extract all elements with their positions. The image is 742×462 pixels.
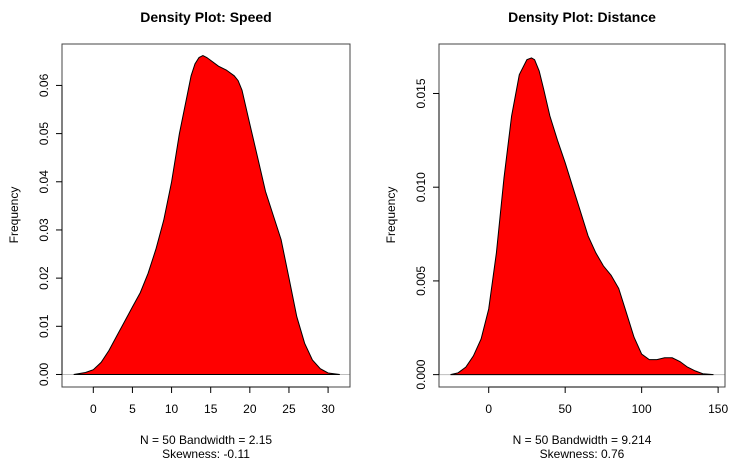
y-tick-label: 0.00 (37, 362, 51, 386)
y-axis-label: Frequency (7, 187, 21, 244)
subtitle-stats: N = 50 Bandwidth = 9.214 (513, 433, 652, 447)
x-tick-label: 20 (243, 402, 257, 416)
x-tick-label: 10 (165, 402, 179, 416)
x-tick-label: 50 (558, 402, 572, 416)
subtitle-stats: N = 50 Bandwidth = 2.15 (140, 433, 272, 447)
y-tick-label: 0.04 (37, 170, 51, 194)
y-tick-label: 0.06 (37, 73, 51, 97)
x-tick-label: 30 (321, 402, 335, 416)
x-tick-label: 0 (90, 402, 97, 416)
y-axis: 0.00 0.01 0.02 0.03 0.04 0.05 0.06 (37, 73, 63, 386)
y-tick-label: 0.01 (37, 314, 51, 338)
density-area (73, 55, 340, 375)
y-axis: 0.000 0.005 0.010 0.015 (414, 78, 440, 390)
subtitle-skewness: Skewness: 0.76 (540, 447, 625, 461)
x-tick-label: 15 (204, 402, 218, 416)
x-tick-label: 0 (485, 402, 492, 416)
x-tick-label: 150 (708, 402, 728, 416)
y-axis-label: Frequency (384, 187, 398, 244)
chart-title: Density Plot: Distance (508, 9, 656, 25)
x-tick-label: 5 (129, 402, 136, 416)
y-tick-label: 0.010 (414, 172, 428, 202)
y-tick-label: 0.005 (414, 266, 428, 296)
density-area (450, 57, 714, 376)
y-tick-label: 0.015 (414, 78, 428, 108)
x-tick-label: 25 (282, 402, 296, 416)
chart-title: Density Plot: Speed (140, 9, 271, 25)
x-tick-label: 100 (632, 402, 652, 416)
x-axis: 0 50 100 150 (485, 386, 728, 416)
y-tick-label: 0.02 (37, 266, 51, 290)
y-tick-label: 0.000 (414, 359, 428, 389)
y-tick-label: 0.03 (37, 218, 51, 242)
x-axis: 0 5 10 15 20 25 30 (90, 386, 335, 416)
y-tick-label: 0.05 (37, 122, 51, 146)
subtitle-skewness: Skewness: -0.11 (162, 447, 250, 461)
